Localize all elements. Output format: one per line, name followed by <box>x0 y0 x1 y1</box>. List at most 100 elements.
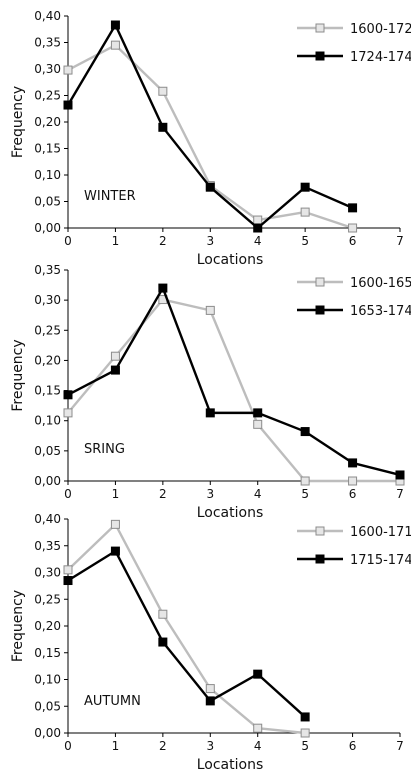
data-point <box>205 684 215 694</box>
data-point <box>300 712 310 722</box>
y-tick-label: 0,30 <box>34 62 61 76</box>
data-point <box>300 476 310 486</box>
legend: 1600-1723 1724-1749 <box>297 22 411 65</box>
data-point <box>63 576 73 586</box>
data-point <box>63 65 73 75</box>
data-point <box>110 351 120 361</box>
y-tick-label: 0,20 <box>34 619 61 633</box>
y-tick-label: 0,25 <box>34 89 61 103</box>
data-point <box>300 182 310 192</box>
data-point <box>348 476 358 486</box>
data-point <box>63 390 73 400</box>
y-tick-label: 0,00 <box>34 474 61 488</box>
series-line <box>67 549 306 718</box>
legend-marker <box>315 23 325 33</box>
data-point <box>348 203 358 213</box>
x-tick-label: 4 <box>254 739 262 753</box>
season-annotation: AUTUMN <box>84 694 141 709</box>
data-point <box>300 427 310 437</box>
legend-label: 1715-1749 <box>350 553 411 568</box>
data-point <box>158 637 168 647</box>
data-point <box>110 519 120 529</box>
y-tick-label: 0,25 <box>34 592 61 606</box>
series-line <box>67 523 306 735</box>
x-tick-label: 5 <box>301 234 309 248</box>
series-2 <box>63 283 405 480</box>
y-tick-label: 0,20 <box>34 115 61 129</box>
legend-marker <box>315 51 325 61</box>
x-tick-label: 0 <box>64 487 72 501</box>
series-1 <box>63 295 405 486</box>
data-point <box>253 669 263 679</box>
data-point <box>158 86 168 96</box>
chart-panel-3: 0,00 0,05 0,10 0,15 0,20 0,25 0,30 0,35 0,40 0 1 2 3… <box>10 512 411 772</box>
legend-label: 1600-1714 <box>350 525 411 540</box>
x-tick-label: 2 <box>159 234 167 248</box>
series-2 <box>63 546 310 722</box>
x-tick-label: 4 <box>254 487 262 501</box>
y-tick-label: 0,10 <box>34 168 61 182</box>
x-tick-label: 7 <box>396 234 404 248</box>
y-axis-label: Frequency <box>10 590 26 662</box>
x-tick-label: 1 <box>112 234 120 248</box>
data-point <box>158 609 168 619</box>
y-axis-label: Frequency <box>10 86 26 158</box>
y-tick-label: 0,20 <box>34 353 61 367</box>
data-point <box>110 20 120 30</box>
legend-label: 1600-1723 <box>350 22 411 37</box>
x-axis-label: Locations <box>197 252 264 268</box>
y-tick-label: 0,30 <box>34 566 61 580</box>
y-tick-label: 0,35 <box>34 539 61 553</box>
series-2 <box>63 20 358 233</box>
legend-label: 1600-1652 <box>350 276 411 291</box>
data-point <box>300 728 310 738</box>
chart-panel-2: 0,00 0,05 0,10 0,15 0,20 0,25 0,30 0,35 0 1 2 3 4 5 6 7… <box>10 263 411 521</box>
data-point <box>63 565 73 575</box>
data-point <box>205 408 215 418</box>
x-axis-label: Locations <box>197 505 264 521</box>
season-annotation: SRING <box>84 442 125 457</box>
series-line <box>67 286 401 477</box>
x-tick-label: 7 <box>396 487 404 501</box>
y-tick-label: 0,05 <box>34 699 61 713</box>
y-tick-label: 0,25 <box>34 323 61 337</box>
y-tick-label: 0,10 <box>34 414 61 428</box>
data-point <box>395 470 405 480</box>
x-tick-label: 2 <box>159 487 167 501</box>
y-tick-label: 0,35 <box>34 36 61 50</box>
legend: 1600-1714 1715-1749 <box>297 525 411 568</box>
legend-marker <box>315 305 325 315</box>
y-tick-label: 0,15 <box>34 142 61 156</box>
data-point <box>253 723 263 733</box>
x-tick-label: 3 <box>206 739 214 753</box>
legend-marker <box>315 277 325 287</box>
series-line <box>67 298 400 483</box>
data-point <box>300 207 310 217</box>
x-tick-label: 0 <box>64 739 72 753</box>
x-tick-label: 6 <box>349 487 357 501</box>
y-axis-label: Frequency <box>10 339 26 411</box>
y-tick-label: 0,00 <box>34 726 61 740</box>
data-point <box>348 458 358 468</box>
series-1 <box>63 519 310 738</box>
data-point <box>253 408 263 418</box>
x-tick-label: 2 <box>159 739 167 753</box>
data-point <box>205 305 215 315</box>
legend-label: 1724-1749 <box>350 50 411 65</box>
y-tick-label: 0,30 <box>34 293 61 307</box>
data-point <box>205 696 215 706</box>
x-tick-label: 7 <box>396 739 404 753</box>
legend-label: 1653-1749 <box>350 304 411 319</box>
legend-marker <box>315 526 325 536</box>
legend: 1600-1652 1653-1749 <box>297 276 411 319</box>
x-tick-label: 3 <box>206 234 214 248</box>
data-point <box>348 223 358 233</box>
x-tick-label: 6 <box>349 739 357 753</box>
chart-panel-1: 0,00 0,05 0,10 0,15 0,20 0,25 0,30 0,35 0,40 0 1 2 3… <box>10 9 411 268</box>
y-tick-label: 0,15 <box>34 646 61 660</box>
data-point <box>253 223 263 233</box>
y-tick-label: 0,00 <box>34 221 61 235</box>
data-point <box>110 546 120 556</box>
data-point <box>205 182 215 192</box>
data-point <box>253 419 263 429</box>
